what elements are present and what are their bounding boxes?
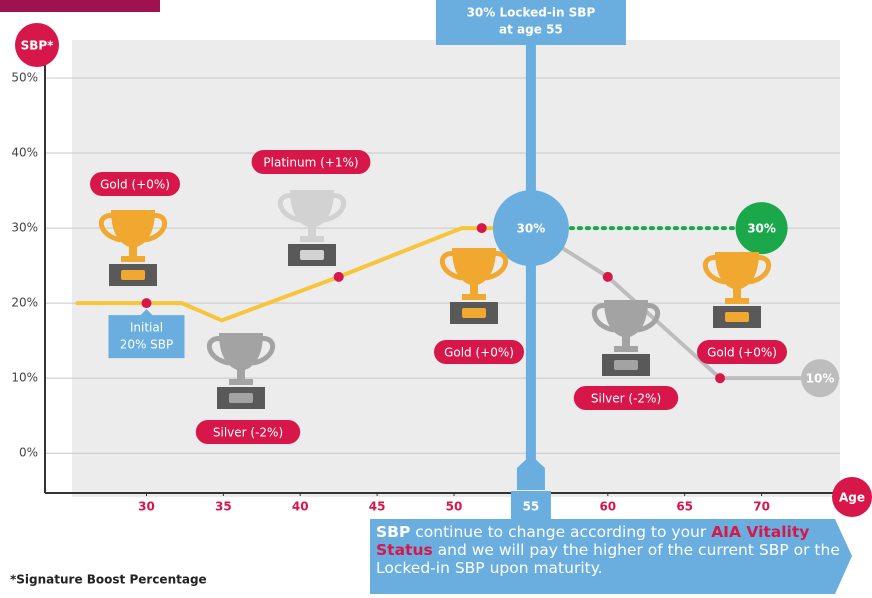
trophy-stem [622,336,630,348]
trophy-stem [733,288,741,300]
locked-chevron [516,455,545,490]
locked-note: 30% Locked-in SBP [467,6,596,20]
trophy-cup [290,190,334,228]
y-tick-label: 50% [11,71,38,85]
marker [333,271,344,282]
series-line [528,226,823,381]
top-bar [0,0,160,12]
status-label: Silver (-2%) [213,426,283,440]
footnote: *Signature Boost Percentage [10,573,207,587]
trophy-cup [452,248,496,286]
x-axis-badge [832,477,872,517]
x-tick-label: 30 [138,500,155,514]
y-tick-label: 20% [11,296,38,310]
trophy-foot [614,346,638,352]
trophy-stem [470,284,478,296]
value-label: 30% [517,222,546,236]
trophy [702,252,772,328]
trophy-stem [237,369,245,381]
explanation: SBP continue to change according to your… [376,523,846,577]
status-label: Platinum (+1%) [263,156,358,170]
trophy-foot [462,294,486,300]
trophy-stem [308,226,316,238]
locked-box [435,0,626,45]
x-tick-label: 55 [523,500,540,514]
trophy [591,300,661,376]
explanation-part: AIA Vitality Status [376,523,810,559]
x-tick-label: 60 [599,500,616,514]
trophy-stem [129,246,137,258]
trophy-handles [98,213,168,243]
initial-note: Initial [130,321,163,335]
y-tick-label: 0% [19,446,38,460]
status-badge [434,340,524,364]
trophy [206,333,276,409]
y-axis-badge [15,23,59,67]
trophy-plate [614,360,638,370]
status-badge [697,340,787,364]
y-tick-label: 10% [11,371,38,385]
status-badge [573,386,679,410]
status-badge [251,150,371,174]
trophy-plate [121,270,145,280]
trophy-foot [121,256,145,262]
y-tick-label: 40% [11,146,38,160]
trophy-handles [277,193,347,223]
x-tick-label: 50 [446,500,463,514]
explanation-part: and we will pay the higher of the curren… [376,541,840,577]
explanation-part: SBP [376,523,411,541]
x-tick-label: 45 [369,500,386,514]
x-tick-box [510,491,551,519]
x-tick-label: 40 [292,500,309,514]
trophy-handles [591,303,661,333]
marker [602,271,613,282]
trophy [98,210,168,286]
status-label: Silver (-2%) [591,392,661,406]
explanation-box [370,519,852,594]
marker [715,373,726,384]
explanation-part: continue to change according to your [410,523,712,541]
trophy-cup [111,210,155,248]
status-badge [90,172,180,196]
x-tick-label: 65 [676,500,693,514]
value-circle [801,359,840,398]
trophy-plate [725,312,749,322]
value-circle [735,202,788,255]
x-axis-label: Age [839,491,865,505]
x-tick-label: 70 [753,500,770,514]
locked-note: at age 55 [499,23,563,37]
trophy-cup [604,300,648,338]
initial-note: 20% SBP [120,338,174,352]
value-label: 10% [806,372,835,386]
trophy [439,248,509,324]
trophy-handles [439,251,509,281]
status-label: Gold (+0%) [444,346,514,360]
trophy-cup [715,252,759,290]
value-circle [492,190,569,267]
y-axis-label: SBP* [21,39,55,53]
trophy-plate [462,308,486,318]
x-tick-label: 35 [215,500,232,514]
trophy-handles [702,255,772,285]
trophy-foot [229,379,253,385]
marker [141,298,152,309]
status-label: Gold (+0%) [100,178,170,192]
marker [476,223,487,234]
trophy-handles [206,336,276,366]
trophy-foot [300,236,324,242]
trophy-plate [229,393,253,403]
value-label: 30% [747,222,776,236]
trophy-foot [725,298,749,304]
trophy-plate [300,250,324,260]
status-badge [195,420,301,444]
initial-box [108,309,185,359]
status-label: Gold (+0%) [707,346,777,360]
y-tick-label: 30% [11,221,38,235]
trophy [277,190,347,266]
trophy-cup [219,333,263,371]
